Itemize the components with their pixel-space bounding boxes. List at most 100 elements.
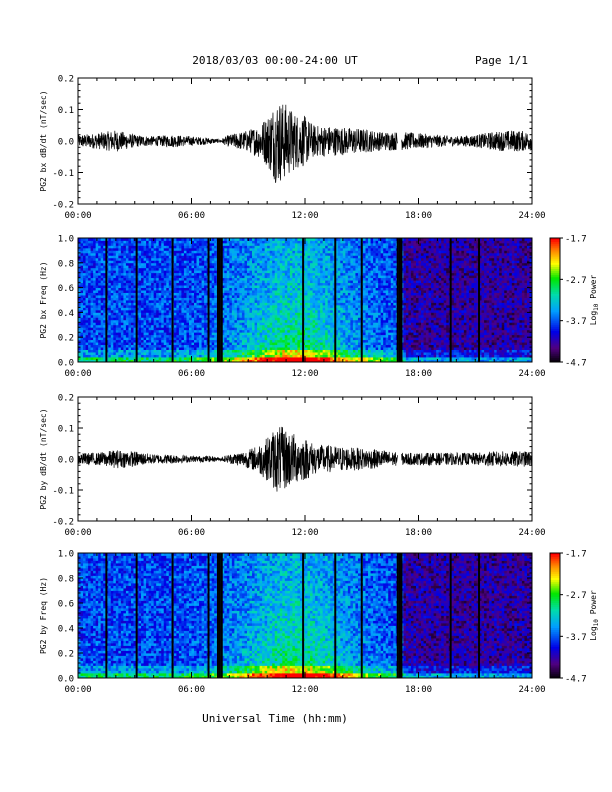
spectrogram-cell bbox=[234, 292, 238, 296]
spectrogram-cell bbox=[234, 272, 238, 276]
spectrogram-cell bbox=[209, 349, 213, 353]
spectrogram-cell bbox=[254, 327, 258, 331]
spectrogram-cell bbox=[108, 260, 112, 264]
spectrogram-cell bbox=[274, 290, 278, 293]
spectrogram-cell bbox=[161, 329, 165, 333]
spectrogram-cell bbox=[123, 242, 127, 246]
spectrogram-cell bbox=[259, 349, 263, 353]
spectrogram-cell bbox=[262, 247, 266, 251]
spectrogram-cell bbox=[118, 250, 122, 254]
spectrogram-cell bbox=[85, 250, 89, 254]
spectrogram-cell bbox=[226, 322, 230, 326]
spectrogram-cell bbox=[103, 250, 107, 254]
spectrogram-cell bbox=[110, 319, 114, 323]
spectrogram-cell bbox=[138, 319, 142, 323]
spectrogram-cell bbox=[259, 280, 263, 284]
spectrogram-cell bbox=[310, 267, 313, 271]
spectrogram-cell bbox=[123, 277, 127, 281]
spectrogram-cell bbox=[257, 357, 260, 360]
spectrogram-cell bbox=[181, 247, 185, 251]
spectrogram-cell bbox=[125, 337, 129, 341]
spectrogram-cell bbox=[103, 349, 107, 353]
spectrogram-cell bbox=[254, 334, 258, 338]
spectrogram-cell bbox=[95, 300, 99, 303]
spectrogram-cell bbox=[199, 329, 202, 333]
spectrogram-cell bbox=[138, 359, 142, 363]
spectrogram-cell bbox=[246, 332, 250, 336]
spectrogram-cell bbox=[249, 307, 253, 311]
spectrogram-cell bbox=[173, 297, 177, 301]
spectrogram-cell bbox=[85, 329, 89, 333]
spectrogram-cell bbox=[287, 275, 291, 279]
spectrogram-cell bbox=[163, 295, 167, 298]
spectrogram-cell bbox=[226, 285, 230, 288]
spectrogram-cell bbox=[262, 314, 266, 318]
spectrogram-cell bbox=[267, 334, 271, 338]
spectrogram-cell bbox=[80, 275, 84, 279]
spectrogram-cell bbox=[199, 342, 202, 346]
spectrogram-cell bbox=[128, 309, 132, 313]
spectrogram-cell bbox=[310, 314, 313, 318]
spectrogram-cell bbox=[272, 314, 276, 318]
spectrogram-cell bbox=[320, 260, 324, 264]
spectrogram-cell bbox=[199, 337, 202, 341]
spectrogram-cell bbox=[151, 295, 155, 298]
spectrogram-cell bbox=[133, 287, 137, 291]
spectrogram-cell bbox=[108, 312, 112, 316]
spectrogram-cell bbox=[163, 252, 167, 256]
spectrogram-cell bbox=[108, 245, 112, 249]
spectrogram-cell bbox=[211, 250, 215, 254]
spectrogram-cell bbox=[274, 312, 278, 316]
spectrogram-cell bbox=[83, 322, 86, 326]
spectrogram-cell bbox=[115, 359, 119, 363]
spectrogram-cell bbox=[181, 329, 185, 333]
spectrogram-cell bbox=[138, 307, 142, 311]
spectrogram-cell bbox=[320, 295, 324, 298]
spectrogram-cell bbox=[153, 359, 157, 363]
spectrogram-cell bbox=[274, 292, 278, 296]
spectrogram-cell bbox=[120, 280, 124, 284]
spectrogram-cell bbox=[231, 287, 235, 291]
spectrogram-cell bbox=[221, 247, 225, 251]
spectrogram-cell bbox=[176, 280, 180, 284]
spectrogram-cell bbox=[133, 352, 137, 355]
spectrogram-cell bbox=[252, 329, 255, 333]
spectrogram-cell bbox=[287, 322, 291, 326]
spectrogram-cell bbox=[305, 290, 308, 293]
spectrogram-cell bbox=[310, 347, 313, 350]
spectrogram-cell bbox=[163, 287, 167, 291]
spectrogram-cell bbox=[166, 354, 170, 358]
spectrogram-cell bbox=[118, 270, 122, 274]
spectrogram-cell bbox=[146, 247, 150, 251]
spectrogram-cell bbox=[95, 260, 99, 264]
spectrogram-cell bbox=[83, 265, 86, 269]
spectrogram-cell bbox=[188, 245, 192, 249]
spectrogram-cell bbox=[272, 257, 276, 261]
spectrogram-cell bbox=[186, 344, 190, 348]
spectrogram-cell bbox=[312, 252, 316, 256]
spectrogram-cell bbox=[252, 280, 255, 284]
spectrogram-cell bbox=[166, 329, 170, 333]
spectrogram-cell bbox=[224, 319, 228, 323]
spectrogram-cell bbox=[234, 277, 238, 281]
spectrogram-cell bbox=[186, 300, 190, 303]
spectrogram-cell bbox=[274, 352, 278, 355]
spectrogram-cell bbox=[113, 309, 117, 313]
spectrogram-cell bbox=[186, 312, 190, 316]
spectrogram-cell bbox=[88, 287, 92, 291]
spectrogram-cell bbox=[143, 297, 147, 301]
spectrogram-cell bbox=[226, 282, 230, 286]
spectrogram-cell bbox=[312, 309, 316, 313]
spectrogram-cell bbox=[85, 349, 89, 353]
spectrogram-cell bbox=[178, 280, 182, 284]
spectrogram-cell bbox=[95, 319, 99, 323]
spectrogram-cell bbox=[123, 347, 127, 350]
spectrogram-cell bbox=[161, 324, 165, 328]
spectrogram-cell bbox=[199, 245, 202, 249]
spectrogram-cell bbox=[279, 314, 283, 318]
spectrogram-cell bbox=[188, 302, 192, 306]
spectrogram-cell bbox=[241, 317, 245, 321]
spectrogram-cell bbox=[143, 238, 147, 241]
spectrogram-cell bbox=[93, 275, 97, 279]
spectrogram-cell bbox=[146, 337, 150, 341]
